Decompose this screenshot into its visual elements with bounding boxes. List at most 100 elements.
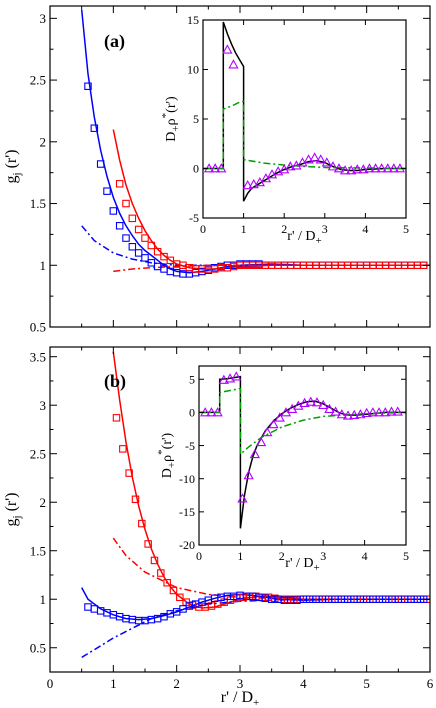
- panel-b-marker-square: [138, 519, 146, 528]
- panel-label-a: (a): [104, 31, 125, 52]
- inset-b-marker-triangle: [361, 407, 372, 417]
- inset-b-marker-triangle: [380, 407, 391, 417]
- panel-b-y-tick-label: 2.5: [30, 446, 46, 461]
- inset-a-marker-triangle: [358, 164, 369, 174]
- panel-a-marker-square: [96, 160, 105, 168]
- panel-b-y-tick-label: 2: [40, 495, 47, 510]
- inset-b-y-tick-label: -15: [179, 505, 195, 519]
- inset-a-background: [203, 20, 406, 218]
- panel-b-x-tick-label: 1: [110, 676, 117, 691]
- inset-b-marker-triangle: [231, 371, 242, 381]
- inset-a-marker-triangle: [333, 163, 345, 173]
- panel-a-y-axis-label: gj (r'): [3, 150, 23, 184]
- panel-b-marker-square: [176, 593, 184, 602]
- inset-a-marker-triangle: [382, 163, 393, 173]
- panel-b-marker-square: [90, 605, 99, 613]
- inset-b-y-tick-label: -10: [179, 472, 195, 486]
- inset-b-marker-triangle: [274, 412, 285, 422]
- panel-a-y-tick-label: 1: [40, 258, 47, 273]
- panel-b-plot: 0 1 2 3 4 5 6 0.5 1 1.5 2 2.5 3 3.5 r' / D+ gj (r'): [3, 346, 434, 708]
- inset-b-y-tick-label: -5: [185, 439, 195, 453]
- inset-a-marker-triangle: [228, 59, 239, 69]
- panel-a-marker-square: [134, 225, 143, 234]
- inset-b-marker-triangle: [342, 410, 354, 420]
- inset-b-marker-triangle: [330, 406, 341, 416]
- panel-b-x-tick-label: 5: [363, 676, 370, 691]
- panel-a-y-tick-label: 3: [40, 11, 47, 26]
- inset-a-marker-triangle: [303, 154, 314, 164]
- panel-a-y-tick-label: 2.5: [30, 73, 46, 88]
- inset-b-marker-triangle: [212, 407, 223, 417]
- panel-a-marker-square: [122, 199, 130, 208]
- panel-a-series-line: [113, 264, 430, 273]
- inset-a-y-tick-label: 10: [187, 63, 199, 77]
- panel-b-marker-square: [84, 603, 92, 611]
- panel-a-series-line: [81, 225, 430, 267]
- panel-a-data: [80, 9, 430, 278]
- panel-b-x-tick-label: 0: [47, 676, 54, 691]
- panel-b-marker-square: [169, 586, 178, 595]
- inset-a-marker-triangle: [285, 161, 296, 171]
- panel-a-marker-square: [103, 187, 111, 195]
- panel-a-marker-square: [153, 247, 162, 256]
- inset-b-x-tick-label: 0: [196, 549, 202, 563]
- inset-b-marker-triangle: [206, 407, 217, 417]
- panel-b-marker-square: [150, 556, 159, 565]
- inset-a-marker-triangle: [339, 165, 351, 175]
- inset-a-marker-triangle: [364, 163, 375, 173]
- inset-b-x-tick-label: 3: [320, 549, 326, 563]
- panel-a-marker-square: [84, 82, 92, 91]
- inset-a-marker-triangle: [210, 163, 221, 173]
- inset-a-marker-triangle: [222, 44, 233, 54]
- inset-b-marker-triangle: [386, 406, 397, 416]
- inset-b-marker-triangle: [243, 470, 254, 480]
- inset-b-marker-triangle: [249, 448, 261, 459]
- inset-b-marker-triangle: [373, 407, 385, 417]
- panel-b-marker-square: [125, 469, 133, 477]
- panel-a-plot: 0.5 1 1.5 2 2.5 3 gj (r'): [3, 5, 431, 335]
- inset-a-x-tick-label: 4: [362, 222, 368, 236]
- panel-b-series-line: [81, 587, 430, 621]
- panel-b-y-tick-label: 3: [40, 398, 47, 413]
- inset-b-background: [199, 366, 406, 545]
- panel-b-y-tick-label: 0.5: [30, 640, 46, 655]
- panel-a-marker-square: [147, 241, 156, 250]
- panel-a-marker-square: [90, 124, 99, 132]
- inset-b-data: [199, 371, 406, 529]
- inset-b-marker-triangle: [367, 407, 379, 417]
- panel-a-marker-square: [134, 249, 143, 257]
- panel-a-y-tick-label: 2: [40, 134, 47, 149]
- panel-b-x-tick-label: 2: [173, 676, 180, 691]
- inset-b-marker-triangle: [268, 419, 279, 429]
- inset-a-x-tick-label: 0: [200, 222, 206, 236]
- inset-b-x-tick-label: 2: [279, 549, 285, 563]
- inset-b-y-axis-label: D+ρ*(r'): [156, 432, 178, 478]
- inset-b-y-tick-label: 0: [189, 406, 195, 420]
- panel-b-y-tick-label: 1.5: [30, 543, 46, 558]
- inset-a-marker-triangle: [248, 179, 259, 189]
- inset-a-marker-triangle: [272, 166, 284, 176]
- panel-a-marker-square: [128, 214, 137, 223]
- panel-a-y-tick-label: 1.5: [30, 196, 46, 211]
- panel-b-marker-square: [112, 414, 121, 422]
- inset-b-marker-triangle: [318, 399, 329, 410]
- inset-a-y-tick-label: 0: [193, 162, 199, 176]
- inset-a-marker-triangle: [346, 165, 357, 175]
- inset-b-x-tick-label: 5: [403, 549, 409, 563]
- inset-b-x-axis-label: r' / D+: [285, 556, 319, 574]
- panel-b-x-tick-label: 6: [427, 676, 434, 691]
- inset-b-x-tick-label: 4: [362, 549, 368, 563]
- inset-b-marker-triangle: [349, 409, 360, 419]
- inset-a-x-tick-label: 1: [241, 222, 247, 236]
- inset-b-x-tick-label: 1: [237, 549, 243, 563]
- panel-b-series-line: [112, 537, 430, 600]
- panel-a-marker-square: [109, 207, 118, 215]
- inset-a-marker-triangle: [388, 163, 399, 173]
- inset-a-series-line: [203, 21, 406, 202]
- inset-b-marker-triangle: [218, 374, 229, 384]
- inset-b-marker-triangle: [336, 409, 347, 419]
- inset-b-marker-triangle: [311, 397, 323, 407]
- inset-a-x-tick-label: 5: [403, 222, 409, 236]
